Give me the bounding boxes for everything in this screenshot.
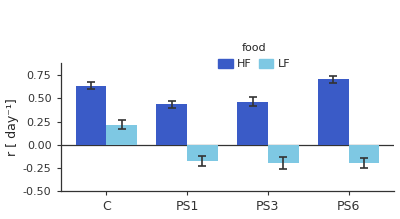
Bar	[187, 145, 218, 161]
Bar	[268, 145, 298, 163]
Bar	[156, 104, 187, 145]
Bar	[76, 86, 106, 145]
Legend: HF, LF: HF, LF	[216, 41, 292, 72]
Bar	[106, 125, 137, 145]
Bar	[348, 145, 379, 163]
Bar	[237, 102, 268, 145]
Y-axis label: r [ day⁻¹]: r [ day⁻¹]	[6, 99, 18, 156]
Bar	[318, 79, 348, 145]
